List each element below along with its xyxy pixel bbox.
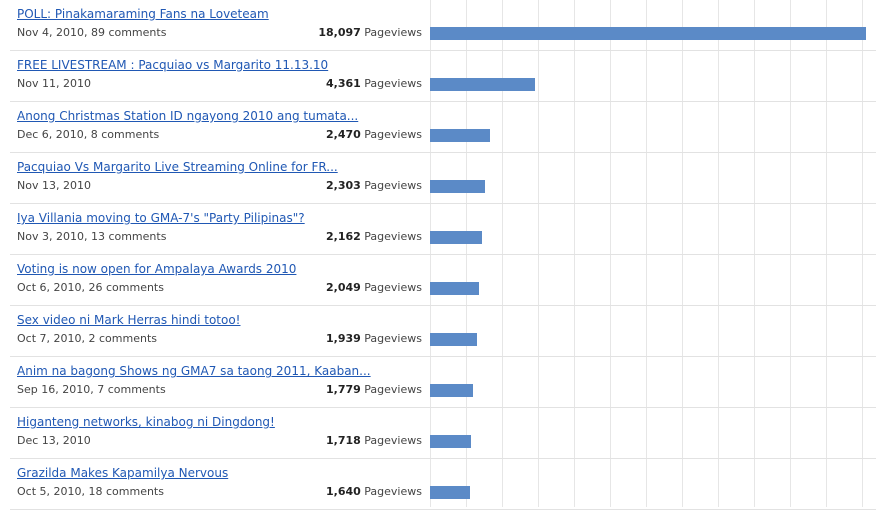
pageviews-count: 18,097: [318, 26, 361, 39]
post-date-comments: Nov 11, 2010: [17, 77, 91, 90]
pageviews-bar: [430, 78, 535, 91]
pageviews: 1,640 Pageviews: [250, 484, 422, 499]
pageviews: 2,162 Pageviews: [250, 229, 422, 244]
pageviews-count: 2,470: [326, 128, 361, 141]
post-row: Voting is now open for Ampalaya Awards 2…: [10, 255, 876, 306]
pageviews-label: Pageviews: [364, 179, 422, 192]
pageviews-bar: [430, 180, 485, 193]
pageviews-count: 2,162: [326, 230, 361, 243]
post-title-link[interactable]: Anim na bagong Shows ng GMA7 sa taong 20…: [17, 364, 371, 378]
pageviews: 1,779 Pageviews: [250, 382, 422, 397]
pageviews-bar: [430, 27, 866, 40]
pageviews-bar: [430, 231, 482, 244]
pageviews: 18,097 Pageviews: [250, 25, 422, 40]
pageviews-label: Pageviews: [364, 485, 422, 498]
pageviews-count: 2,303: [326, 179, 361, 192]
pageviews-label: Pageviews: [364, 77, 422, 90]
post-title-link[interactable]: Higanteng networks, kinabog ni Dingdong!: [17, 415, 275, 429]
post-date-comments: Nov 13, 2010: [17, 179, 91, 192]
post-date-comments: Dec 6, 2010, 8 comments: [17, 128, 160, 141]
pageviews: 2,049 Pageviews: [250, 280, 422, 295]
pageviews-label: Pageviews: [364, 332, 422, 345]
post-date-comments: Nov 3, 2010, 13 comments: [17, 230, 167, 243]
post-date-comments: Dec 13, 2010: [17, 434, 91, 447]
post-row: Grazilda Makes Kapamilya Nervous Oct 5, 2…: [10, 459, 876, 510]
post-row: Iya Villania moving to GMA-7's "Party Pi…: [10, 204, 876, 255]
post-title-link[interactable]: Pacquiao Vs Margarito Live Streaming Onl…: [17, 160, 338, 174]
post-title-link[interactable]: Anong Christmas Station ID ngayong 2010 …: [17, 109, 359, 123]
post-row: FREE LIVESTREAM : Pacquiao vs Margarito …: [10, 51, 876, 102]
post-row: POLL: Pinakamaraming Fans na Loveteam Nov…: [10, 0, 876, 51]
post-date-comments: Oct 7, 2010, 2 comments: [17, 332, 157, 345]
pageviews-count: 1,939: [326, 332, 361, 345]
pageviews-label: Pageviews: [364, 434, 422, 447]
pageviews-count: 4,361: [326, 77, 361, 90]
pageviews-count: 1,779: [326, 383, 361, 396]
post-date-comments: Oct 6, 2010, 26 comments: [17, 281, 164, 294]
pageviews-count: 2,049: [326, 281, 361, 294]
pageviews-label: Pageviews: [364, 383, 422, 396]
post-title-link[interactable]: POLL: Pinakamaraming Fans na Loveteam: [17, 7, 269, 21]
pageviews: 1,939 Pageviews: [250, 331, 422, 346]
post-title-link[interactable]: Voting is now open for Ampalaya Awards 2…: [17, 262, 297, 276]
pageviews-bar: [430, 333, 477, 346]
pageviews-bar: [430, 129, 490, 142]
pageviews-bar: [430, 486, 470, 499]
pageviews-bar: [430, 282, 479, 295]
pageviews: 1,718 Pageviews: [250, 433, 422, 448]
post-title-link[interactable]: Grazilda Makes Kapamilya Nervous: [17, 466, 229, 480]
pageviews-label: Pageviews: [364, 128, 422, 141]
post-date-comments: Sep 16, 2010, 7 comments: [17, 383, 166, 396]
post-row: Anim na bagong Shows ng GMA7 sa taong 20…: [10, 357, 876, 408]
pageviews-label: Pageviews: [364, 230, 422, 243]
pageviews: 2,470 Pageviews: [250, 127, 422, 142]
pageviews-bar: [430, 384, 473, 397]
pageviews-bar: [430, 435, 471, 448]
pageviews-label: Pageviews: [364, 281, 422, 294]
post-title-link[interactable]: FREE LIVESTREAM : Pacquiao vs Margarito …: [17, 58, 329, 72]
post-date-comments: Oct 5, 2010, 18 comments: [17, 485, 164, 498]
post-row: Anong Christmas Station ID ngayong 2010 …: [10, 102, 876, 153]
pageviews-count: 1,718: [326, 434, 361, 447]
post-date-comments: Nov 4, 2010, 89 comments: [17, 26, 167, 39]
pageviews-count: 1,640: [326, 485, 361, 498]
pageviews-label: Pageviews: [364, 26, 422, 39]
post-title-link[interactable]: Iya Villania moving to GMA-7's "Party Pi…: [17, 211, 305, 225]
pageviews: 4,361 Pageviews: [250, 76, 422, 91]
pageviews: 2,303 Pageviews: [250, 178, 422, 193]
post-row: Sex video ni Mark Herras hindi totoo! Oct…: [10, 306, 876, 357]
post-row: Pacquiao Vs Margarito Live Streaming Onl…: [10, 153, 876, 204]
post-title-link[interactable]: Sex video ni Mark Herras hindi totoo!: [17, 313, 241, 327]
post-row: Higanteng networks, kinabog ni Dingdong!…: [10, 408, 876, 459]
